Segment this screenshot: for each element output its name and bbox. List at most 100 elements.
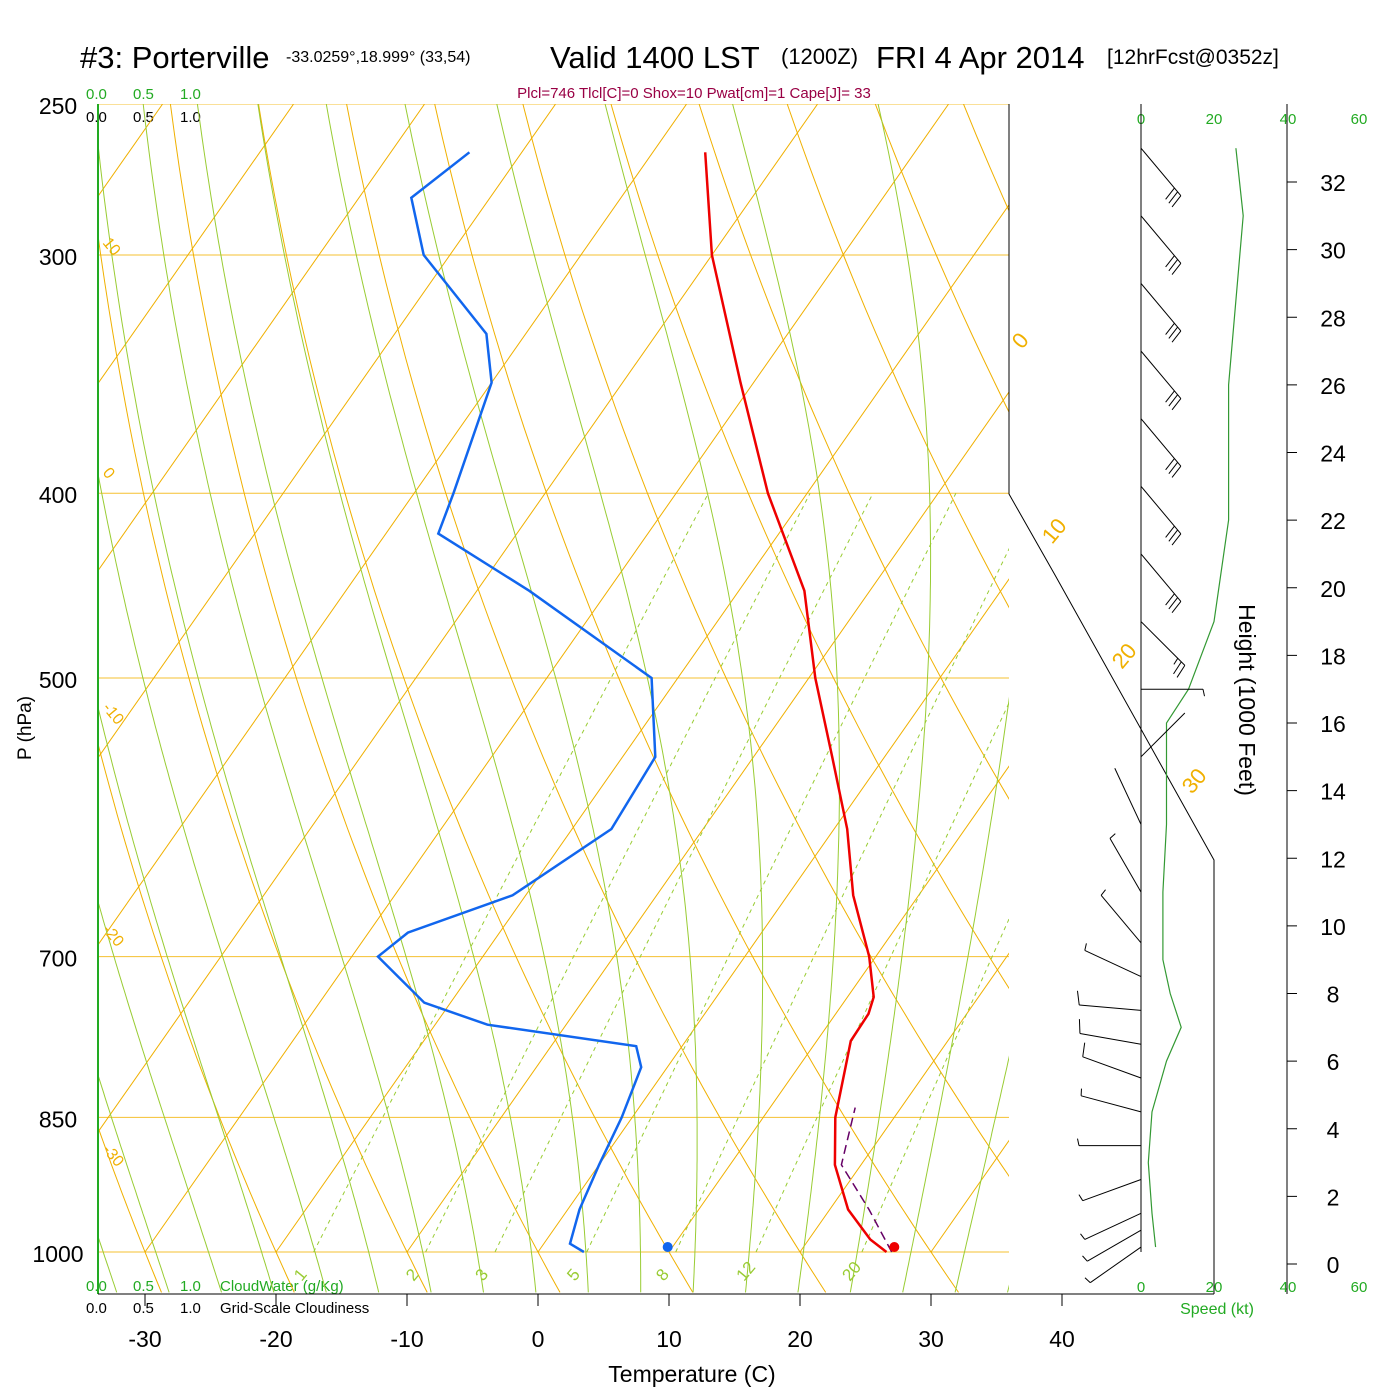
dry-adiabat-line [169, 104, 561, 1293]
dry-adiabat-line [98, 742, 295, 1293]
moist-adiabat-line [954, 1055, 1009, 1293]
mixing-ratio-label: 8 [652, 1265, 673, 1284]
x-tick-label: 0 [532, 1326, 545, 1352]
dry-adiabat-label: 0 [99, 465, 118, 483]
wind-barb [1078, 1178, 1142, 1202]
mixing-ratio-label: 20 [838, 1258, 865, 1285]
height-tick-label: 14 [1320, 779, 1346, 805]
dry-adiabat-label: -10 [99, 700, 127, 729]
speed-top-tick: 20 [1206, 111, 1223, 128]
cloudwater-bottom-tick: 0.0 [86, 1278, 107, 1295]
y-axis-title: P (hPa) [15, 696, 36, 760]
moist-adiabat-line [98, 705, 275, 1293]
dry-adiabat-line [1298, 70, 1400, 1292]
cloudiness-bottom-tick: 0.5 [133, 1300, 154, 1317]
dry-adiabat-line [0, 70, 29, 1292]
mixing-ratio-line [494, 492, 874, 1253]
wind-barb [1078, 1019, 1142, 1045]
height-tick-label: 16 [1320, 711, 1346, 737]
cloudiness-top-tick: 0.5 [133, 109, 154, 126]
speed-label: Speed (kt) [1180, 1301, 1254, 1318]
moist-adiabat-line [325, 104, 589, 1293]
cloudwater-bottom-ticks: 0.0 0.5 1.0 CloudWater (g/Kg) [86, 1278, 344, 1295]
wind-barb [1076, 990, 1142, 1011]
wind-speed-line [1147, 148, 1244, 1248]
isotherm-line [537, 578, 1009, 1253]
wind-barb [1140, 712, 1186, 758]
x-tick-label: 30 [918, 1326, 944, 1352]
height-tick-label: 28 [1320, 305, 1346, 331]
wind-barb [1080, 1088, 1142, 1113]
pressure-tick-label: 250 [39, 93, 77, 119]
cloudiness-bottom-ticks: 0.0 0.5 1.0 Grid-Scale Cloudiness [86, 1300, 369, 1317]
wind-barb [1140, 621, 1186, 678]
wind-barb [1140, 147, 1182, 208]
valid-time: Valid 1400 LST [550, 40, 760, 75]
wind-barb [1140, 485, 1182, 546]
mixing-ratio-label: 12 [733, 1258, 760, 1285]
x-tick-label: -20 [259, 1326, 292, 1352]
moist-adiabat-line [196, 104, 484, 1293]
station-title: #3: Porterville [80, 40, 270, 75]
isotherm-line [406, 391, 1009, 1253]
isotherm-line [275, 203, 1009, 1253]
mixing-ratio-label: 3 [471, 1265, 492, 1284]
wind-barb [1140, 215, 1182, 275]
moist-adiabat-line [732, 104, 840, 1293]
temperature-line [703, 152, 888, 1253]
dry-adiabat-label: -30 [99, 1142, 127, 1171]
speed-top-tick: 40 [1280, 111, 1297, 128]
isotherm-line [144, 104, 950, 1253]
date-title: FRI 4 Apr 2014 [876, 40, 1085, 75]
pressure-tick-label: 300 [39, 244, 77, 270]
mixing-ratio-line [313, 492, 709, 1253]
dry-adiabat-line [786, 104, 1009, 609]
dry-adiabat-line [1124, 70, 1400, 1292]
zulu-time: (1200Z) [781, 44, 858, 69]
moist-adiabat-line [142, 104, 432, 1293]
wind-barb [1140, 283, 1182, 343]
surface-dewpoint-dot [662, 1242, 673, 1252]
isotherm-line [1193, 104, 1400, 1252]
isotherm-line [98, 104, 557, 759]
mixing-ratio-line [861, 917, 1009, 1253]
mixing-ratio-label: 5 [563, 1265, 584, 1284]
isotherm-line [668, 765, 1009, 1253]
x-tick-label: 10 [656, 1326, 682, 1352]
wind-barb [1141, 688, 1205, 697]
height-axis-title: Height (1000 Feet) [1234, 604, 1260, 796]
moist-adiabat-line [98, 1073, 170, 1293]
isotherm-line [1324, 104, 1400, 1252]
surface-temperature-dot [889, 1242, 900, 1252]
moist-adiabat-line [496, 104, 698, 1293]
plot-right-border [1008, 104, 1215, 1294]
height-tick-label: 6 [1327, 1049, 1340, 1075]
dry-adiabat-label: 10 [99, 235, 124, 260]
dry-adiabat-line [257, 104, 694, 1293]
height-tick-label: 2 [1327, 1184, 1340, 1210]
isotherm-label: 20 [1107, 638, 1142, 673]
isotherm-line [98, 104, 295, 385]
dry-adiabat-line [98, 231, 428, 1293]
pressure-tick-label: 500 [39, 667, 77, 693]
isotherm-line [98, 104, 819, 1133]
moist-adiabat-line [98, 139, 380, 1293]
dry-adiabat-line [434, 104, 959, 1293]
height-tick-label: 20 [1320, 576, 1346, 602]
cloudiness-label: Grid-Scale Cloudiness [220, 1300, 369, 1317]
x-tick-label: 20 [787, 1326, 813, 1352]
forecast-title: [12hrFcst@0352z] [1107, 46, 1279, 69]
cloudiness-top-tick: 1.0 [180, 109, 201, 126]
wind-barb [1100, 889, 1142, 944]
speed-bottom-tick: 60 [1351, 1279, 1368, 1296]
isotherm-line [98, 104, 426, 572]
stability-indices: Plcl=746 Tlcl[C]=0 Shox=10 Pwat[cm]=1 Ca… [517, 85, 871, 102]
pressure-tick-label: 700 [39, 946, 77, 972]
speed-bottom-tick: 0 [1137, 1279, 1145, 1296]
height-tick-label: 10 [1320, 914, 1346, 940]
moist-adiabat-line [849, 104, 932, 1293]
moist-adiabat-line [404, 104, 642, 1293]
moist-adiabat-line [98, 471, 327, 1293]
height-tick-label: 30 [1320, 238, 1346, 264]
wind-barb [1084, 1246, 1142, 1284]
